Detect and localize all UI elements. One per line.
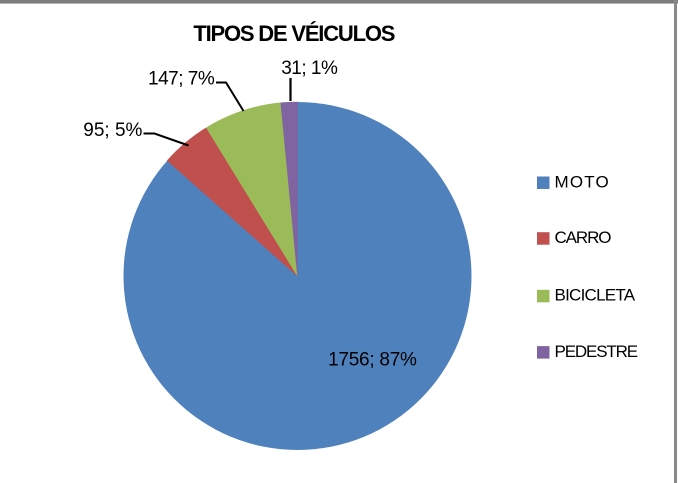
svg-text:147; 7%: 147; 7% — [148, 68, 215, 89]
svg-text:BICICLETA: BICICLETA — [555, 286, 636, 305]
svg-text:TIPOS DE VÉICULOS: TIPOS DE VÉICULOS — [193, 21, 394, 46]
svg-text:1756; 87%: 1756; 87% — [328, 349, 417, 370]
svg-text:PEDESTRE: PEDESTRE — [555, 342, 638, 361]
svg-text:MOTO: MOTO — [555, 172, 611, 191]
svg-text:95; 5%: 95; 5% — [83, 120, 142, 141]
svg-text:31; 1%: 31; 1% — [281, 58, 338, 79]
svg-text:CARRO: CARRO — [555, 228, 612, 247]
